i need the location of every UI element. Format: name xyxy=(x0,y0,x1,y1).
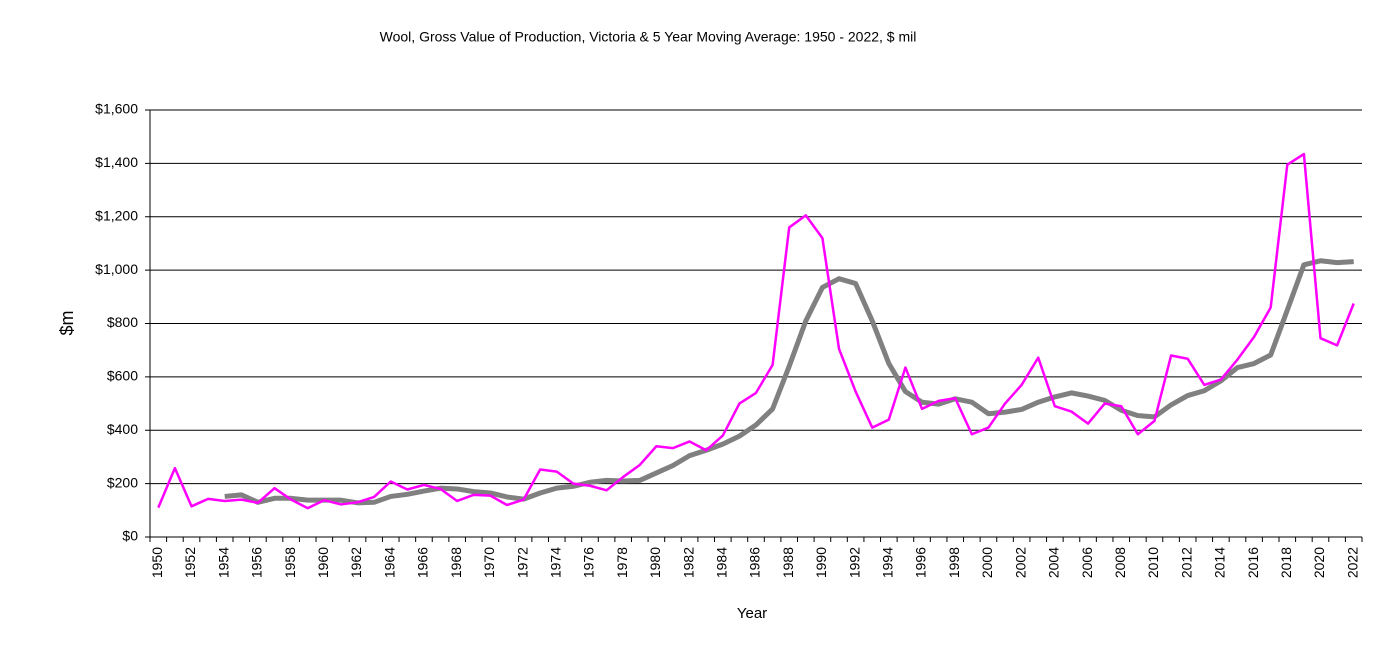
x-tick-label: 1952 xyxy=(182,547,198,578)
x-tick-label: 1998 xyxy=(946,547,962,578)
y-tick-label: $1,600 xyxy=(95,101,138,117)
x-tick-label: 2016 xyxy=(1245,547,1261,578)
x-tick-label: 2018 xyxy=(1278,547,1294,578)
x-tick-label: 2014 xyxy=(1212,547,1228,578)
x-tick-label: 2022 xyxy=(1344,547,1360,578)
x-tick-label: 1994 xyxy=(880,547,896,578)
y-axis-label: $m xyxy=(57,310,77,335)
x-tick-label: 1976 xyxy=(581,547,597,578)
chart-title: Wool, Gross Value of Production, Victori… xyxy=(380,29,917,45)
x-tick-label: 1980 xyxy=(647,547,663,578)
x-tick-label: 1962 xyxy=(348,547,364,578)
x-tick-label: 1978 xyxy=(614,547,630,578)
x-tick-label: 1996 xyxy=(913,547,929,578)
x-tick-label: 2002 xyxy=(1012,547,1028,578)
x-tick-label: 1990 xyxy=(813,547,829,578)
y-tick-label: $0 xyxy=(122,528,138,544)
y-tick-label: $800 xyxy=(107,314,138,330)
y-tick-label: $400 xyxy=(107,421,138,437)
x-tick-label: 1986 xyxy=(747,547,763,578)
x-axis-label: Year xyxy=(737,605,767,622)
x-tick-label: 1972 xyxy=(514,547,530,578)
x-tick-label: 1982 xyxy=(680,547,696,578)
x-tick-label: 2020 xyxy=(1311,547,1327,578)
x-tick-label: 2004 xyxy=(1046,547,1062,578)
x-tick-label: 1956 xyxy=(249,547,265,578)
y-tick-label: $1,200 xyxy=(95,207,138,223)
x-tick-label: 1966 xyxy=(415,547,431,578)
x-tick-label: 2010 xyxy=(1145,547,1161,578)
x-tick-label: 2006 xyxy=(1079,547,1095,578)
x-tick-label: 1992 xyxy=(846,547,862,578)
y-tick-label: $200 xyxy=(107,474,138,490)
x-tick-label: 1968 xyxy=(448,547,464,578)
x-tick-label: 2008 xyxy=(1112,547,1128,578)
x-tick-label: 1964 xyxy=(381,547,397,578)
series-line xyxy=(157,152,1355,510)
x-tick-label: 1954 xyxy=(215,547,231,578)
x-tick-label: 1988 xyxy=(780,547,796,578)
x-tick-label: 1974 xyxy=(547,547,563,578)
x-tick-label: 1960 xyxy=(315,547,331,578)
x-tick-label: 2012 xyxy=(1178,547,1194,578)
series-line xyxy=(224,258,1354,506)
y-tick-label: $1,400 xyxy=(95,154,138,170)
x-tick-label: 1970 xyxy=(481,547,497,578)
y-tick-label: $600 xyxy=(107,368,138,384)
x-tick-label: 1958 xyxy=(282,547,298,578)
y-tick-label: $1,000 xyxy=(95,261,138,277)
x-tick-label: 1984 xyxy=(713,547,729,578)
x-tick-label: 2000 xyxy=(979,547,995,578)
x-tick-label: 1950 xyxy=(149,547,165,578)
